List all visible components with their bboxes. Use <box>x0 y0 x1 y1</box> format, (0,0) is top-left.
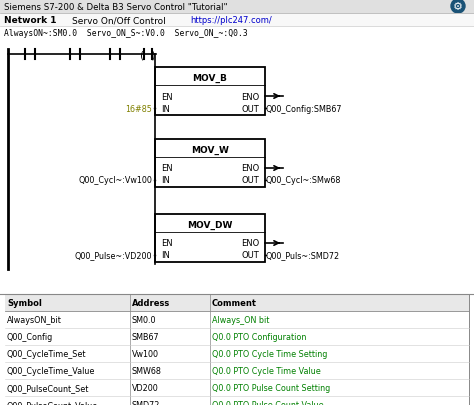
Bar <box>0 14 474 27</box>
Bar <box>155 140 265 188</box>
Text: EN: EN <box>161 164 173 173</box>
Text: MOV_W: MOV_W <box>191 145 229 154</box>
Text: ENO: ENO <box>241 164 259 173</box>
Text: Vw100: Vw100 <box>132 349 159 358</box>
Bar <box>5 294 469 405</box>
Text: OUT: OUT <box>241 104 259 113</box>
Text: MOV_DW: MOV_DW <box>187 220 233 229</box>
Bar <box>155 215 265 262</box>
Text: ⚙: ⚙ <box>453 2 463 13</box>
Text: IN: IN <box>161 251 170 260</box>
Text: Q0.0 PTO Pulse Count Setting: Q0.0 PTO Pulse Count Setting <box>212 383 330 392</box>
Text: VD200: VD200 <box>132 383 159 392</box>
Text: Symbol: Symbol <box>7 298 42 307</box>
Text: Q00_Config:SMB67: Q00_Config:SMB67 <box>266 104 343 113</box>
Text: Q00_PulseCount_Value: Q00_PulseCount_Value <box>7 400 98 405</box>
Bar <box>5 294 469 311</box>
Text: Q0.0 PTO Cycle Time Value: Q0.0 PTO Cycle Time Value <box>212 366 321 375</box>
Text: Q00_Cycl~:SMw68: Q00_Cycl~:SMw68 <box>266 176 341 185</box>
Text: SMW68: SMW68 <box>132 366 162 375</box>
Text: Q00_Config: Q00_Config <box>7 332 53 341</box>
Text: Q00_Cycl~:Vw100: Q00_Cycl~:Vw100 <box>78 176 152 185</box>
Text: Q00_Pulse~:VD200: Q00_Pulse~:VD200 <box>74 251 152 260</box>
Text: Q0.0 PTO Cycle Time Setting: Q0.0 PTO Cycle Time Setting <box>212 349 328 358</box>
Text: https://plc247.com/: https://plc247.com/ <box>190 16 272 25</box>
Text: EN: EN <box>161 92 173 101</box>
Text: ENO: ENO <box>241 92 259 101</box>
Text: Q00_CycleTime_Set: Q00_CycleTime_Set <box>7 349 86 358</box>
Bar <box>5 379 469 396</box>
Bar <box>5 345 469 362</box>
Text: SMD72: SMD72 <box>132 400 160 405</box>
Text: SM0.0: SM0.0 <box>132 315 156 324</box>
Text: AlwaysON_bit: AlwaysON_bit <box>7 315 62 324</box>
Text: Q00_CycleTime_Value: Q00_CycleTime_Value <box>7 366 95 375</box>
Circle shape <box>451 0 465 14</box>
Text: Q0.0 PTO Configuration: Q0.0 PTO Configuration <box>212 332 306 341</box>
Bar <box>0 0 474 14</box>
Bar <box>5 311 469 328</box>
Text: Address: Address <box>132 298 170 307</box>
Bar <box>5 362 469 379</box>
Text: MOV_B: MOV_B <box>192 73 228 82</box>
Bar <box>5 396 469 405</box>
Text: SMB67: SMB67 <box>132 332 160 341</box>
Text: AlwaysON~:SM0.0  Servo_ON_S~:V0.0  Servo_ON_~:Q0.3: AlwaysON~:SM0.0 Servo_ON_S~:V0.0 Servo_O… <box>4 28 248 37</box>
Text: Always_ON bit: Always_ON bit <box>212 315 269 324</box>
Text: IN: IN <box>161 104 170 113</box>
Text: OUT: OUT <box>241 176 259 185</box>
Text: Q00_PulseCount_Set: Q00_PulseCount_Set <box>7 383 90 392</box>
Text: ENO: ENO <box>241 239 259 248</box>
Text: ( ): ( ) <box>139 50 157 60</box>
Text: IN: IN <box>161 176 170 185</box>
Bar <box>5 328 469 345</box>
Text: Comment: Comment <box>212 298 257 307</box>
Text: Q00_Puls~:SMD72: Q00_Puls~:SMD72 <box>266 251 340 260</box>
Bar <box>155 68 265 116</box>
Text: OUT: OUT <box>241 251 259 260</box>
Text: Q0.0 PTO Pulse Count Value: Q0.0 PTO Pulse Count Value <box>212 400 324 405</box>
Text: 16#85: 16#85 <box>125 104 152 113</box>
Text: EN: EN <box>161 239 173 248</box>
Text: Siemens S7-200 & Delta B3 Servo Control "Tutorial": Siemens S7-200 & Delta B3 Servo Control … <box>4 2 228 11</box>
Text: Servo On/Off Control: Servo On/Off Control <box>72 16 166 25</box>
Text: Network 1: Network 1 <box>4 16 56 25</box>
